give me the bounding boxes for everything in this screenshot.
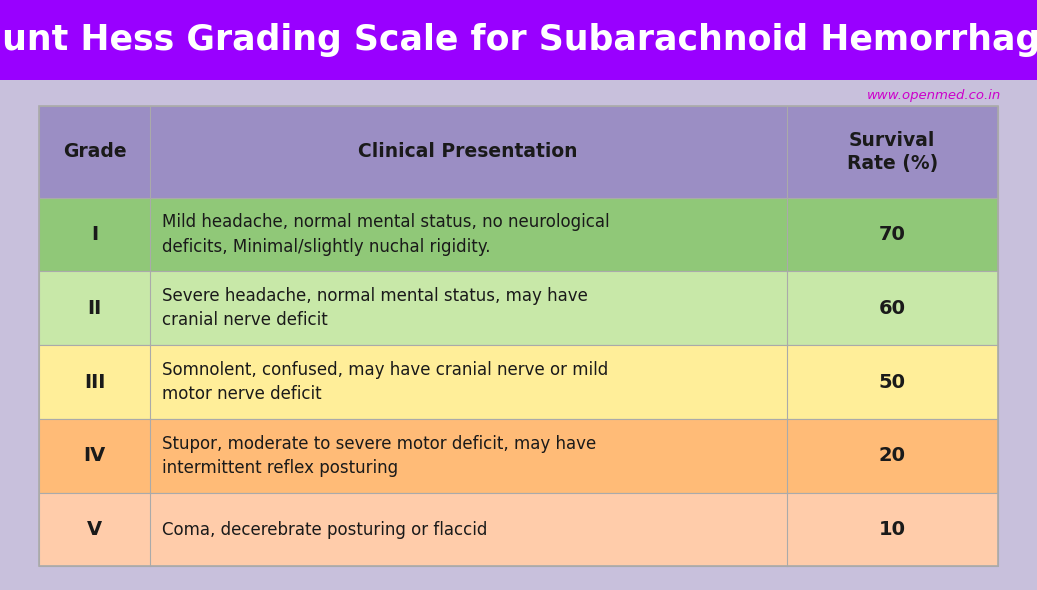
Text: Survival
Rate (%): Survival Rate (%) xyxy=(846,130,937,173)
Text: I: I xyxy=(91,225,99,244)
Text: www.openmed.co.in: www.openmed.co.in xyxy=(867,88,1001,101)
Text: 50: 50 xyxy=(878,372,905,392)
Bar xyxy=(39,198,998,271)
Text: III: III xyxy=(84,372,105,392)
Text: Grade: Grade xyxy=(62,142,127,162)
Text: II: II xyxy=(87,299,102,318)
Text: 70: 70 xyxy=(878,225,905,244)
Text: V: V xyxy=(87,520,102,539)
Bar xyxy=(39,419,998,493)
Text: IV: IV xyxy=(83,446,106,466)
Bar xyxy=(39,271,998,345)
Text: Hunt Hess Grading Scale for Subarachnoid Hemorrhage: Hunt Hess Grading Scale for Subarachnoid… xyxy=(0,23,1037,57)
Bar xyxy=(39,345,998,419)
Bar xyxy=(39,106,998,198)
Text: 60: 60 xyxy=(878,299,905,318)
Text: Stupor, moderate to severe motor deficit, may have
intermittent reflex posturing: Stupor, moderate to severe motor deficit… xyxy=(162,435,596,477)
Text: Severe headache, normal mental status, may have
cranial nerve deficit: Severe headache, normal mental status, m… xyxy=(162,287,588,329)
Text: Somnolent, confused, may have cranial nerve or mild
motor nerve deficit: Somnolent, confused, may have cranial ne… xyxy=(162,361,609,403)
Bar xyxy=(0,0,1037,80)
Text: Mild headache, normal mental status, no neurological
deficits, Minimal/slightly : Mild headache, normal mental status, no … xyxy=(162,214,610,255)
Text: Coma, decerebrate posturing or flaccid: Coma, decerebrate posturing or flaccid xyxy=(162,520,487,539)
Text: 10: 10 xyxy=(878,520,905,539)
Bar xyxy=(39,106,998,566)
Text: Clinical Presentation: Clinical Presentation xyxy=(359,142,578,162)
Text: 20: 20 xyxy=(878,446,905,466)
Bar xyxy=(39,493,998,566)
